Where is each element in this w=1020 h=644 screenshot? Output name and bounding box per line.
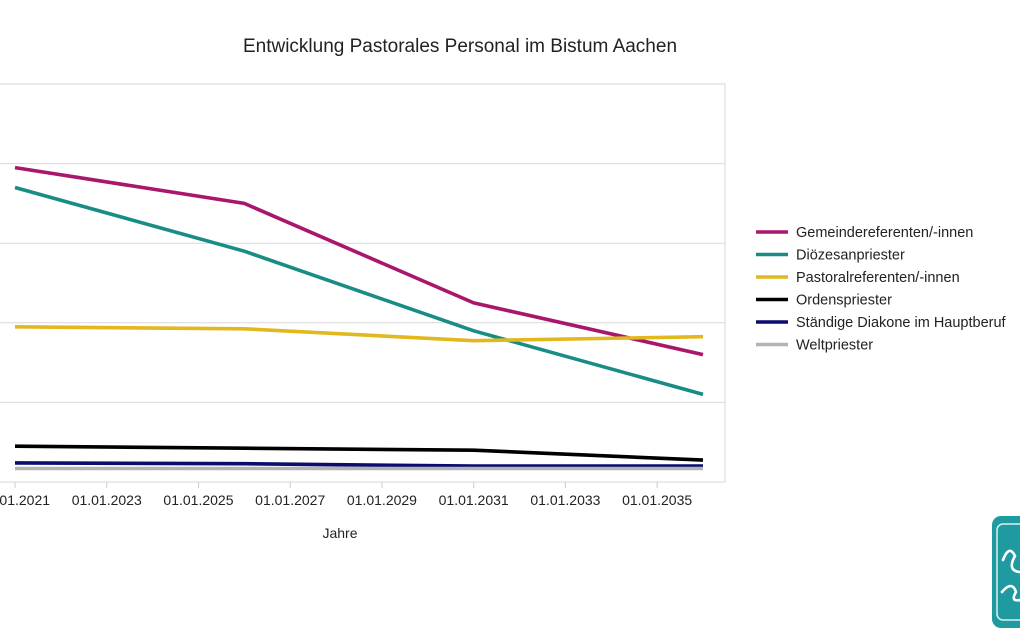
x-axis-ticks: 01.01.2021 01.01.2023 01.01.2025 01.01.2027… — [0, 482, 692, 508]
legend-label: Gemeindereferenten/-innen — [796, 225, 973, 241]
series-lines — [14, 165, 704, 471]
logo-shape — [992, 516, 1020, 628]
x-tick-label: 01.01.2023 — [72, 492, 142, 508]
x-tick-label: 01.01.2033 — [530, 492, 600, 508]
plot-area — [0, 83, 726, 483]
series-line-gemeindereferenten-innen — [14, 165, 704, 357]
series-line-ständige-diakone-im-hauptberuf — [14, 461, 703, 468]
series-line-pastoralreferenten-innen — [14, 325, 704, 343]
legend-label: Ständige Diakone im Hauptberuf — [796, 315, 1007, 331]
x-tick-label: 01.01.2029 — [347, 492, 417, 508]
x-tick-label: 01.01.2027 — [255, 492, 325, 508]
x-tick-label: 01.01.2021 — [0, 492, 50, 508]
gridlines — [0, 163, 725, 403]
legend-label: Diözesanpriester — [796, 248, 905, 264]
legend: Gemeindereferenten/-innen Diözesanprieste… — [756, 225, 1007, 354]
legend-label: Ordenspriester — [796, 293, 892, 309]
logo-badge — [992, 516, 1020, 628]
legend-label: Pastoralreferenten/-innen — [796, 270, 960, 286]
series-line-ordenspriester — [14, 444, 704, 462]
logo-brush-mark-lower — [1000, 584, 1020, 602]
logo-brush-mark — [1001, 549, 1020, 574]
x-axis-label: Jahre — [322, 525, 357, 541]
plot-background — [0, 83, 726, 483]
x-tick-label: 01.01.2031 — [439, 492, 509, 508]
legend-label: Weltpriester — [796, 338, 873, 354]
x-tick-label: 01.01.2035 — [622, 492, 692, 508]
chart-title: Entwicklung Pastorales Personal im Bistu… — [243, 36, 677, 57]
logo-inner-stroke — [996, 523, 1020, 621]
series-line-diözesanpriester — [14, 185, 704, 397]
x-tick-label: 01.01.2025 — [163, 492, 233, 508]
